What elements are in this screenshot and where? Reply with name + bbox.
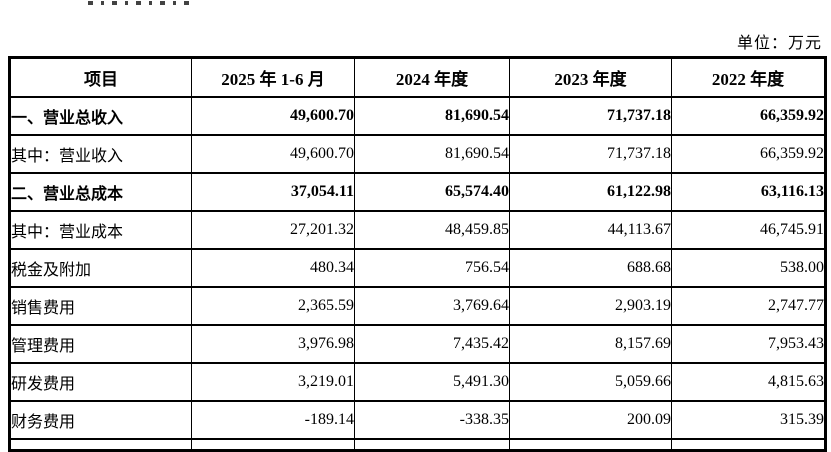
column-header-2023: 2023 年度 [509,56,672,98]
value-cell: 81,690.54 [354,96,510,136]
empty-cell [191,438,355,452]
row-label-cell: 研发费用 [9,362,192,402]
row-label-cell: 销售费用 [9,286,192,326]
value-cell: 66,359.92 [671,96,826,136]
value-cell: 756.54 [354,248,510,288]
table-row: 销售费用 2,365.59 3,769.64 2,903.19 2,747.77 [9,286,826,326]
row-label-cell: 财务费用 [9,400,192,440]
table-row: 研发费用 3,219.01 5,491.30 5,059.66 4,815.63 [9,362,826,402]
value-cell: 81,690.54 [354,134,510,174]
row-label-cell: 管理费用 [9,324,192,364]
value-cell: 5,059.66 [509,362,672,402]
value-cell: 7,953.43 [671,324,826,364]
value-cell: 48,459.85 [354,210,510,250]
value-cell: 480.34 [191,248,355,288]
column-header-item: 项目 [9,56,192,98]
value-cell: 37,054.11 [191,172,355,212]
table-row: 管理费用 3,976.98 7,435.42 8,157.69 7,953.43 [9,324,826,364]
financial-table: 项目 2025 年 1-6 月 2024 年度 2023 年度 2022 年度 … [8,56,827,452]
value-cell: -338.35 [354,400,510,440]
value-cell: 8,157.69 [509,324,672,364]
value-cell: 3,976.98 [191,324,355,364]
value-cell: 3,219.01 [191,362,355,402]
clipped-table-row [9,438,826,452]
value-cell: 2,365.59 [191,286,355,326]
clipped-text-fragment [88,1,192,5]
document-page: { "page": { "unit_label": "单位：万元" }, "ta… [8,1,827,452]
empty-cell [671,438,826,452]
unit-label: 单位：万元 [736,35,822,52]
value-cell: 200.09 [509,400,672,440]
value-cell: 63,116.13 [671,172,826,212]
table-row: 一、营业总收入 49,600.70 81,690.54 71,737.18 66,359… [9,96,826,136]
value-cell: 44,113.67 [509,210,672,250]
value-cell: 2,747.77 [671,286,826,326]
value-cell: 46,745.91 [671,210,826,250]
empty-cell [9,438,192,452]
value-cell: 71,737.18 [509,134,672,174]
table-row: 其中：营业收入 49,600.70 81,690.54 71,737.18 66,359… [9,134,826,174]
value-cell: -189.14 [191,400,355,440]
value-cell: 4,815.63 [671,362,826,402]
empty-cell [509,438,672,452]
value-cell: 49,600.70 [191,96,355,136]
value-cell: 538.00 [671,248,826,288]
value-cell: 5,491.30 [354,362,510,402]
value-cell: 2,903.19 [509,286,672,326]
column-header-2025h1: 2025 年 1-6 月 [191,56,355,98]
table-row: 税金及附加 480.34 756.54 688.68 538.00 [9,248,826,288]
value-cell: 315.39 [671,400,826,440]
empty-cell [354,438,510,452]
value-cell: 49,600.70 [191,134,355,174]
row-label-cell: 一、营业总收入 [9,96,192,136]
row-label-cell: 其中：营业成本 [9,210,192,250]
row-label-cell: 税金及附加 [9,248,192,288]
table-row: 其中：营业成本 27,201.32 48,459.85 44,113.67 46,745… [9,210,826,250]
row-label-cell: 其中：营业收入 [9,134,192,174]
value-cell: 3,769.64 [354,286,510,326]
row-label-cell: 二、营业总成本 [9,172,192,212]
value-cell: 65,574.40 [354,172,510,212]
table-row: 财务费用 -189.14 -338.35 200.09 315.39 [9,400,826,440]
column-header-2024: 2024 年度 [354,56,510,98]
value-cell: 71,737.18 [509,96,672,136]
value-cell: 61,122.98 [509,172,672,212]
column-header-2022: 2022 年度 [671,56,826,98]
table-row: 二、营业总成本 37,054.11 65,574.40 61,122.98 63,116… [9,172,826,212]
value-cell: 688.68 [509,248,672,288]
value-cell: 7,435.42 [354,324,510,364]
value-cell: 66,359.92 [671,134,826,174]
value-cell: 27,201.32 [191,210,355,250]
table-header-row: 项目 2025 年 1-6 月 2024 年度 2023 年度 2022 年度 [9,56,826,98]
